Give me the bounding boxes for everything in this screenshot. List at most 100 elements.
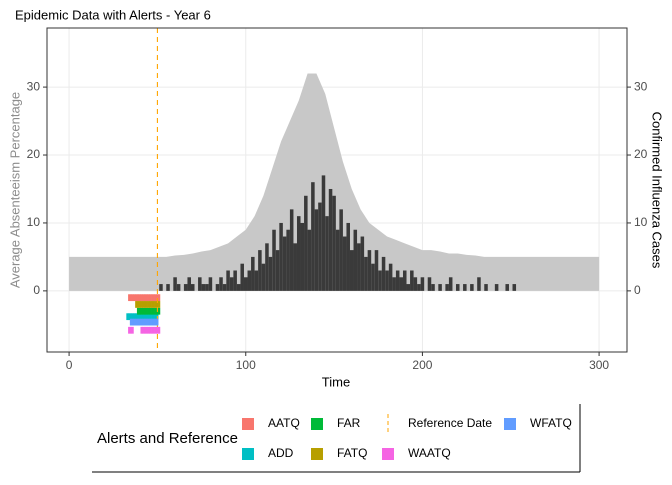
case-bar: [399, 277, 403, 291]
alert-tile: [142, 301, 145, 308]
alert-tile: [140, 301, 143, 308]
alert-tile: [131, 313, 134, 321]
legend-label: ADD: [268, 446, 294, 460]
case-bar: [431, 284, 435, 291]
legend-key: [311, 448, 323, 460]
alert-tile: [128, 294, 131, 302]
case-bar: [346, 222, 350, 291]
alert-tile: [126, 313, 129, 321]
case-bar: [254, 270, 259, 291]
alert-tile: [135, 294, 138, 302]
case-bar: [183, 284, 188, 291]
alert-tile: [152, 326, 155, 334]
alert-tile: [154, 301, 157, 308]
alert-tile: [140, 307, 143, 315]
case-bar: [367, 250, 372, 291]
alert-tile: [147, 294, 150, 302]
case-bar: [445, 284, 449, 291]
case-bar: [381, 256, 386, 291]
case-bar: [438, 284, 442, 291]
case-bar: [455, 284, 460, 291]
alert-tile: [143, 326, 147, 334]
y2-tick-label: 30: [634, 79, 648, 93]
alert-tile: [154, 313, 157, 321]
y2-tick-label: 0: [634, 283, 641, 297]
y-tick-label: 10: [27, 215, 41, 229]
alert-tile: [147, 318, 150, 326]
alert-tile: [151, 326, 154, 334]
legend-label: FAR: [337, 416, 361, 430]
legend-key: [242, 448, 254, 460]
case-bar: [282, 236, 287, 291]
alert-tile: [129, 294, 132, 302]
alert-tile: [158, 294, 161, 302]
alert-tile: [154, 318, 157, 326]
alert-tile: [142, 318, 145, 326]
case-bar: [311, 182, 315, 291]
case-bar: [388, 263, 393, 291]
alert-tile: [156, 301, 159, 308]
alert-tile: [147, 326, 150, 334]
case-bar: [265, 243, 269, 291]
case-bar: [289, 209, 294, 291]
alert-tile: [151, 313, 154, 321]
alert-tile: [154, 307, 157, 315]
alert-tile: [140, 318, 143, 326]
alert-tile: [131, 318, 134, 326]
alert-tile: [135, 313, 138, 321]
case-bar: [325, 216, 329, 291]
case-bar: [353, 229, 358, 291]
case-bar: [484, 284, 488, 291]
case-bar: [251, 256, 255, 291]
alert-tile: [138, 301, 141, 308]
case-bar: [395, 270, 400, 291]
case-bar: [339, 209, 343, 291]
alert-tile: [129, 318, 132, 326]
case-bar: [201, 284, 206, 291]
case-bar: [219, 277, 223, 291]
alert-tile: [156, 294, 159, 302]
alert-tile: [145, 301, 148, 308]
case-bar: [208, 277, 213, 291]
alert-tile: [136, 318, 140, 326]
case-bar: [307, 229, 312, 291]
alert-tile: [135, 318, 138, 326]
alert-tile: [136, 307, 140, 315]
case-bar: [512, 284, 517, 291]
alert-tile: [140, 313, 143, 321]
case-bar: [261, 263, 266, 291]
panel-border: [46, 27, 628, 353]
x-axis-label: Time: [322, 374, 350, 389]
alert-tile: [128, 313, 131, 321]
case-bar: [410, 270, 414, 291]
case-bar: [240, 263, 244, 291]
alert-tile: [147, 307, 150, 315]
alert-tile: [149, 326, 152, 334]
case-bar: [342, 236, 347, 291]
case-bar: [378, 270, 382, 291]
alert-tile: [158, 301, 161, 308]
alert-tile: [152, 294, 155, 302]
alert-tile: [145, 294, 148, 302]
alert-tile: [143, 294, 147, 302]
alert-tile: [142, 307, 145, 315]
case-bar: [226, 270, 230, 291]
case-bar: [470, 284, 474, 291]
case-bar: [505, 284, 509, 291]
alert-tile: [142, 326, 145, 334]
case-bar: [374, 250, 379, 291]
alert-tile: [136, 301, 140, 308]
alert-tile: [136, 294, 140, 302]
alert-tile: [149, 313, 152, 321]
x-tick-label: 300: [589, 358, 609, 372]
alert-tile: [145, 307, 148, 315]
case-bar: [198, 277, 202, 291]
alert-tile: [143, 307, 147, 315]
alert-tile: [158, 326, 161, 334]
alert-tile: [129, 313, 132, 321]
alert-tile: [152, 301, 155, 308]
case-bar: [272, 229, 276, 291]
case-bar: [275, 250, 280, 291]
case-bar: [417, 284, 421, 291]
